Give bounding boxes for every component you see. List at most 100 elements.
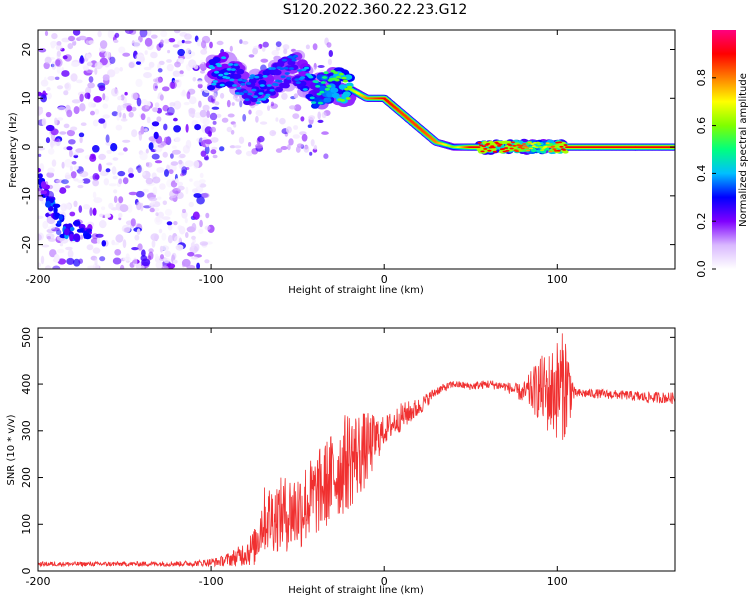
spectrogram-noise-blob [200,49,208,55]
spectrogram-noise-blob [279,117,286,125]
spectrogram-noise-blob [166,59,172,63]
y-tick-label: -20 [20,236,33,254]
spectrogram-noise-blob [293,93,299,99]
spectrogram-noise-blob [154,102,160,108]
spectrogram-noise-blob [97,30,102,38]
spectrogram-y-ticks: -20 -10 0 10 20 [20,43,675,254]
spectrogram-noise-blob [151,121,160,127]
spectrogram-noise-blob [169,102,176,107]
spectrogram-ridge-point [247,92,253,96]
spectrogram-noise-blob [204,145,210,155]
y-tick-label: 400 [20,374,33,395]
spectrogram-noise-blob [39,196,44,202]
spectrogram-noise-blob [136,228,141,235]
spectrogram-noise-blob [162,151,168,158]
spectrogram-noise-blob [172,44,180,48]
spectrogram-noise-blob [174,30,181,34]
spectrogram-noise-blob [88,101,94,108]
spectrogram-noise-blob [79,136,83,144]
spectrogram-noise-blob [38,234,42,241]
spectrogram-noise-blob [185,232,189,238]
spectrogram-ridge-point [324,87,330,91]
spectrogram-noise-blob [125,253,130,261]
spectrogram-noise-blob [192,77,197,82]
spectrogram-ridge-point [241,79,247,82]
colorbar-tick-label: 0.2 [695,212,708,230]
spectrogram-noise-blob [115,124,123,131]
x-tick-label: -200 [26,575,51,588]
spectrogram-ridge-point [476,146,481,149]
spectrogram-ridge-point [342,79,348,83]
colorbar-gradient [712,30,736,269]
spectrogram-noise-blob [191,256,199,260]
spectrogram-noise-blob [131,129,138,138]
spectrogram-ridge-point [322,76,328,79]
spectrogram-noise-blob [191,235,196,240]
spectrogram-ridge-point [294,78,300,81]
spectrogram-noise-blob [159,94,164,101]
spectrogram-noise-blob [137,164,142,174]
spectrogram-noise-blob [326,42,332,48]
spectrogram-noise-blob [198,228,204,234]
spectrogram-noise-blob [119,104,126,111]
spectrogram-noise-blob [203,156,210,161]
spectrogram-noise-blob [61,37,70,43]
spectrogram-noise-blob [105,134,110,143]
spectrogram-ridge-point [214,70,220,74]
spectrogram-noise-blob [70,126,78,131]
spectrogram-noise-blob [102,114,110,119]
spectrogram-noise-blob [327,58,332,66]
spectrogram-noise-blob [51,33,58,40]
spectrogram-noise-blob [248,142,252,147]
spectrogram-ridge-point [545,142,550,145]
spectrogram-ridge-point [520,147,525,150]
snr-y-axis-label: SNR (10 * v/v) [6,414,17,485]
spectrogram-noise-blob [136,61,141,65]
spectrogram-noise-blob [174,136,181,143]
spectrogram-noise-blob [59,131,67,135]
spectrogram-arc-point [40,190,48,195]
spectrogram-noise-blob [54,58,63,67]
spectrogram-ridge-point [207,84,216,91]
spectrogram-ridge-point [504,147,509,149]
spectrogram-noise-blob [156,167,165,173]
spectrogram-noise-blob [62,55,68,60]
spectrogram-ridge-point [509,147,514,150]
spectrogram-noise-blob [113,67,120,74]
spectrogram-ridge-point [480,150,485,153]
spectrogram-noise-blob [57,106,66,112]
spectrogram-ridge-point [255,101,261,105]
spectrogram-noise-blob [155,261,163,269]
spectrogram-noise-blob [168,38,176,43]
spectrogram-noise-blob [82,178,91,184]
spectrogram-noise-blob [104,213,111,218]
spectrogram-noise-blob [70,171,77,179]
spectrogram-noise-blob [61,179,69,185]
spectrogram-noise-blob [128,111,134,118]
spectrogram-noise-blob [136,201,142,211]
spectrogram-noise-blob [73,200,78,207]
spectrogram-noise-blob [146,30,152,37]
spectrogram-noise-blob [239,100,243,108]
spectrogram-noise-blob [143,66,152,71]
spectrogram-ridge-point [254,75,260,79]
spectrogram-noise-blob [52,265,61,269]
spectrogram-noise-blob [144,37,153,47]
spectrogram-ridge-point [283,66,289,70]
spectrogram-noise-blob [176,181,184,187]
spectrogram-ridge-point [319,90,325,94]
spectrogram-noise-blob [173,125,182,133]
spectrogram-noise-blob [193,193,202,198]
spectrogram-noise-blob [63,123,70,129]
spectrogram-ridge-point [252,95,258,99]
colorbar-tick-label: 0.6 [695,117,708,135]
spectrogram-noise-blob [141,249,146,257]
spectrogram-ridge-point [227,63,234,66]
x-tick-label: 100 [547,575,568,588]
spectrogram-noise-blob [40,94,47,103]
spectrogram-noise-blob [66,146,73,151]
spectrogram-noise-blob [140,113,146,121]
spectrogram-noise-blob [56,65,61,74]
spectrogram-noise-blob [71,152,80,156]
spectrogram-noise-blob [75,148,85,153]
